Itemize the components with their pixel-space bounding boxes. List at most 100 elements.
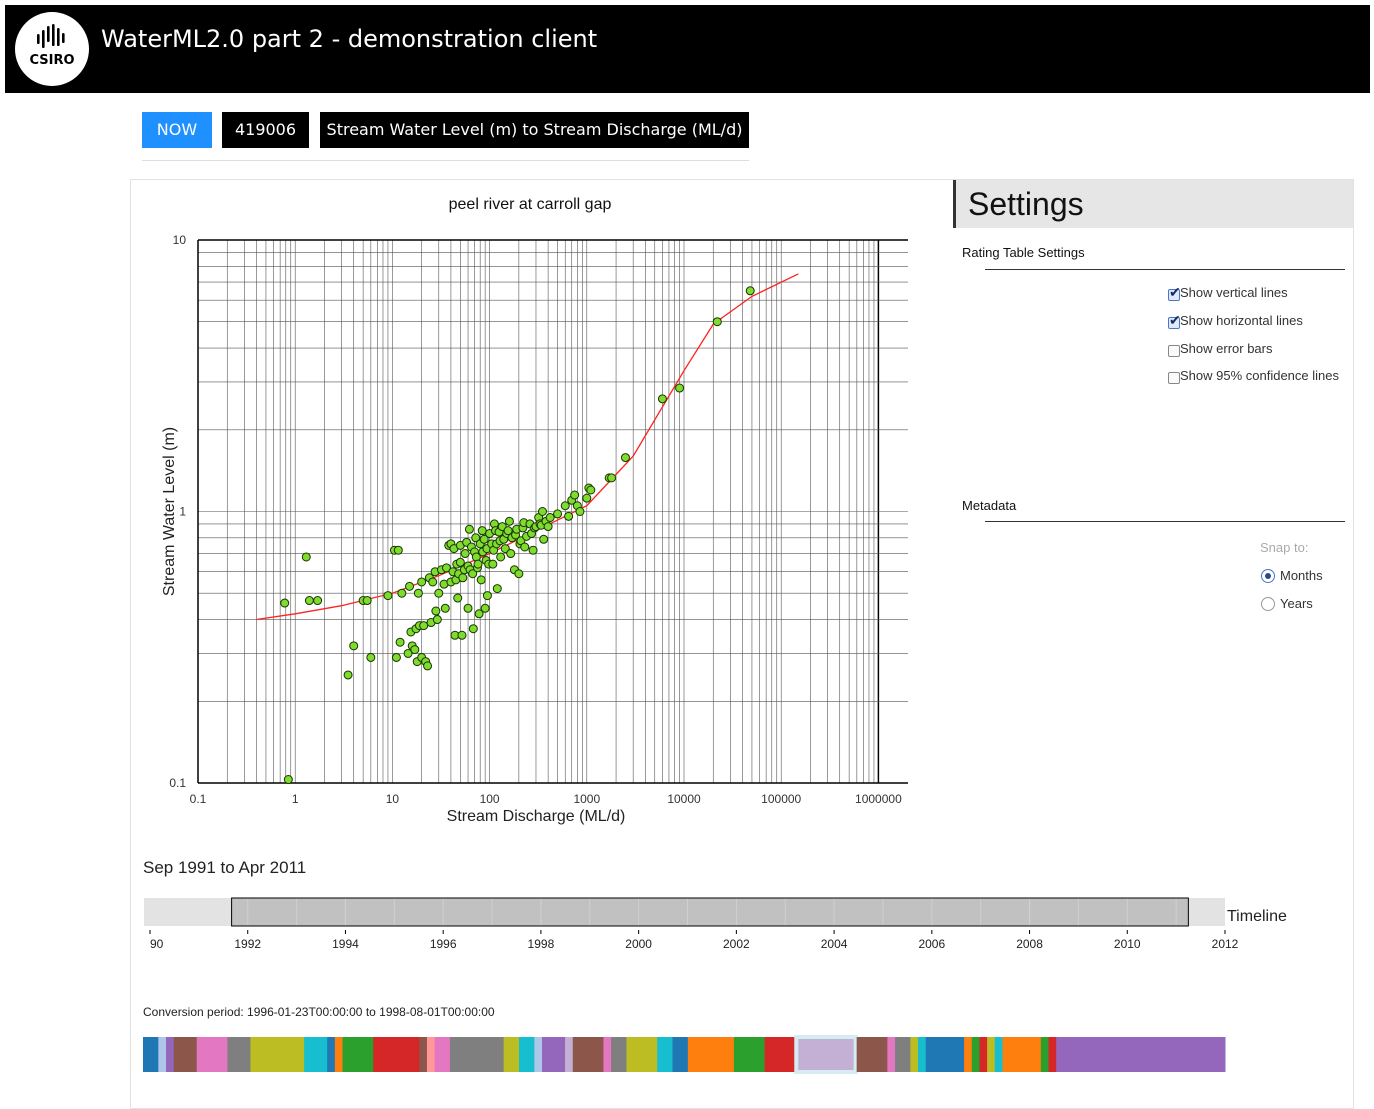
data-point bbox=[620, 453, 630, 463]
data-point bbox=[440, 603, 450, 613]
conversion-segment[interactable] bbox=[342, 1037, 374, 1072]
data-point bbox=[366, 652, 376, 662]
data-point bbox=[570, 490, 580, 500]
conversion-segment[interactable] bbox=[534, 1037, 543, 1072]
conversion-segment[interactable] bbox=[196, 1037, 228, 1072]
checkbox-error-bars[interactable]: Show error bars bbox=[1168, 339, 1272, 357]
timeline-year-label: 2000 bbox=[625, 937, 652, 951]
conversion-segment[interactable] bbox=[572, 1037, 604, 1072]
data-point bbox=[545, 513, 555, 523]
csiro-logo[interactable]: CSIRO bbox=[15, 12, 89, 86]
conversion-period-bar[interactable] bbox=[143, 1035, 1228, 1075]
conversion-segment[interactable] bbox=[657, 1037, 673, 1072]
conversion-segment[interactable] bbox=[994, 1037, 1003, 1072]
conversion-segment[interactable] bbox=[419, 1037, 428, 1072]
conversion-segment[interactable] bbox=[910, 1037, 919, 1072]
data-point bbox=[468, 569, 478, 579]
y-tick-label: 0.1 bbox=[169, 776, 186, 790]
conversion-segment[interactable] bbox=[1002, 1037, 1042, 1072]
checkbox-label: Show horizontal lines bbox=[1180, 312, 1303, 328]
timeline-selection[interactable] bbox=[231, 897, 1189, 927]
conversion-segment[interactable] bbox=[227, 1037, 251, 1072]
conversion-segment[interactable] bbox=[503, 1037, 520, 1072]
checkbox-vertical-lines[interactable]: Show vertical lines bbox=[1168, 283, 1288, 301]
data-point bbox=[432, 615, 442, 625]
conversion-period-text: Conversion period: 1996-01-23T00:00:00 t… bbox=[143, 1005, 495, 1019]
data-point bbox=[539, 534, 549, 544]
breadcrumb-site[interactable]: 419006 bbox=[222, 112, 309, 148]
data-point bbox=[476, 575, 486, 585]
data-point bbox=[431, 606, 441, 616]
checkbox-horizontal-lines[interactable]: Show horizontal lines bbox=[1168, 311, 1303, 329]
conversion-segment[interactable] bbox=[565, 1037, 574, 1072]
data-point bbox=[441, 563, 451, 573]
conversion-segment[interactable] bbox=[887, 1037, 896, 1072]
conversion-segment[interactable] bbox=[979, 1037, 988, 1072]
rating-table-settings-label: Rating Table Settings bbox=[962, 245, 1085, 260]
conversion-segment[interactable] bbox=[611, 1037, 627, 1072]
y-tick-label: 10 bbox=[173, 233, 187, 247]
chart-title: peel river at carroll gap bbox=[448, 196, 612, 213]
conversion-segment[interactable] bbox=[250, 1037, 305, 1072]
timeline-brush[interactable]: 90 1992 1994 1996 1998 2000 2002 2004 2006 2008 20… bbox=[140, 892, 1320, 962]
conversion-segment[interactable] bbox=[334, 1037, 344, 1072]
conversion-segment[interactable] bbox=[971, 1037, 980, 1072]
data-point bbox=[391, 652, 401, 662]
checkbox-confidence-lines[interactable]: Show 95% confidence lines bbox=[1168, 366, 1339, 384]
conversion-segment[interactable] bbox=[733, 1037, 766, 1072]
data-point bbox=[397, 588, 407, 598]
conversion-segment[interactable] bbox=[964, 1037, 973, 1072]
checkbox-box[interactable] bbox=[1168, 284, 1181, 301]
conversion-segment[interactable] bbox=[764, 1037, 796, 1072]
conversion-segment[interactable] bbox=[895, 1037, 911, 1072]
conversion-segment[interactable] bbox=[626, 1037, 658, 1072]
conversion-segment[interactable] bbox=[166, 1037, 175, 1072]
conversion-segment[interactable] bbox=[856, 1037, 888, 1072]
radio-dot[interactable] bbox=[1261, 568, 1275, 583]
data-point bbox=[301, 552, 311, 562]
conversion-segment[interactable] bbox=[603, 1037, 612, 1072]
conversion-segment[interactable] bbox=[1048, 1037, 1057, 1072]
conversion-segment[interactable] bbox=[373, 1037, 420, 1072]
conversion-segment[interactable] bbox=[327, 1037, 336, 1072]
conversion-segment[interactable] bbox=[542, 1037, 566, 1072]
conversion-segment[interactable] bbox=[173, 1037, 198, 1072]
conversion-segment[interactable] bbox=[687, 1037, 735, 1072]
checkbox-box[interactable] bbox=[1168, 345, 1180, 357]
checkbox-box[interactable] bbox=[1168, 312, 1181, 329]
breadcrumb-now[interactable]: NOW bbox=[142, 112, 212, 148]
conversion-segment[interactable] bbox=[143, 1037, 159, 1072]
data-point bbox=[537, 507, 547, 516]
conversion-segment[interactable] bbox=[795, 1037, 858, 1072]
radio-years[interactable]: Years bbox=[1261, 596, 1313, 611]
data-point bbox=[453, 593, 463, 603]
data-point bbox=[500, 544, 510, 554]
conversion-segment[interactable] bbox=[987, 1037, 996, 1072]
checkbox-box[interactable] bbox=[1168, 372, 1180, 384]
data-point bbox=[712, 317, 722, 327]
data-point bbox=[343, 670, 353, 680]
conversion-segment[interactable] bbox=[449, 1037, 505, 1072]
conversion-segment[interactable] bbox=[519, 1037, 535, 1072]
conversion-segment[interactable] bbox=[426, 1037, 436, 1072]
conversion-segment[interactable] bbox=[434, 1037, 451, 1072]
conversion-segment[interactable] bbox=[304, 1037, 328, 1072]
data-point bbox=[423, 661, 433, 671]
radio-months[interactable]: Months bbox=[1261, 568, 1323, 583]
x-tick-label: 1 bbox=[292, 792, 299, 806]
conversion-segment[interactable] bbox=[1056, 1037, 1226, 1072]
data-point bbox=[586, 485, 596, 495]
conversion-segment[interactable] bbox=[672, 1037, 689, 1072]
radio-dot[interactable] bbox=[1261, 596, 1275, 611]
data-point bbox=[468, 624, 478, 634]
rating-chart: 0.1 1 10 100 1000 10000 100000 1000000 0.1 1 10 Str… bbox=[161, 233, 908, 825]
data-point bbox=[543, 522, 553, 532]
conversion-segment[interactable] bbox=[158, 1037, 167, 1072]
breadcrumb-conversion[interactable]: Stream Water Level (m) to Stream Dischar… bbox=[320, 112, 749, 148]
timeline-year-label: 2008 bbox=[1016, 937, 1043, 951]
metadata-label: Metadata bbox=[962, 498, 1017, 513]
conversion-segment[interactable] bbox=[918, 1037, 927, 1072]
data-point bbox=[582, 493, 592, 503]
conversion-segment[interactable] bbox=[1040, 1037, 1050, 1072]
conversion-segment[interactable] bbox=[925, 1037, 965, 1072]
